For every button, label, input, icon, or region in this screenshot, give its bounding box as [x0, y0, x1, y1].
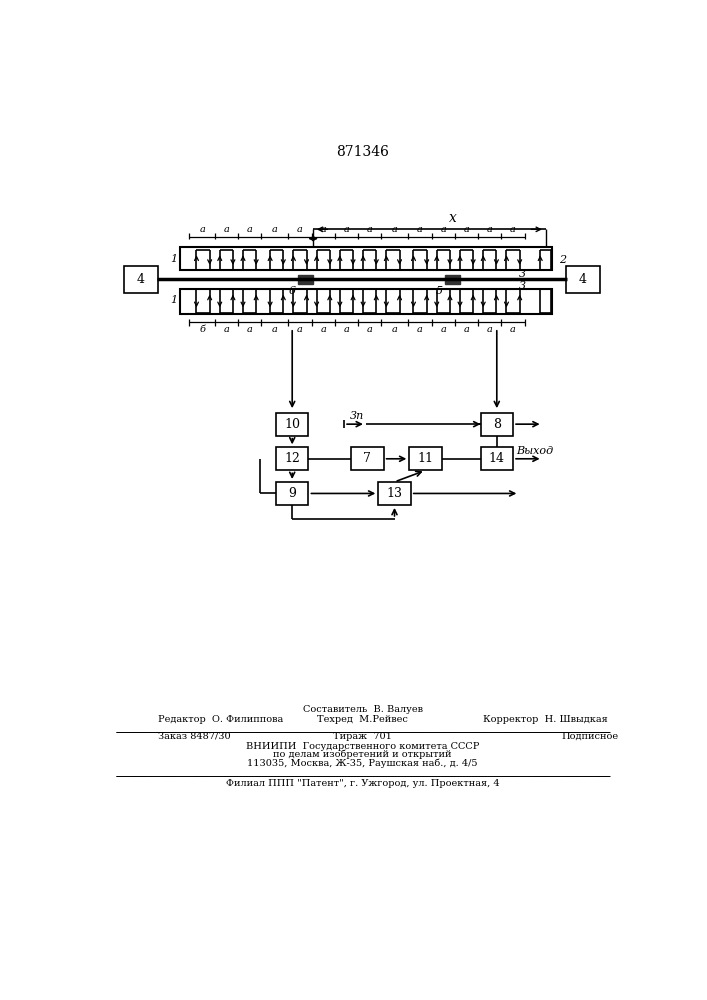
- Text: a: a: [320, 325, 326, 334]
- Text: Подписное: Подписное: [561, 732, 618, 741]
- Text: a: a: [199, 225, 205, 234]
- Text: 6: 6: [289, 286, 296, 296]
- Text: 871346: 871346: [337, 145, 389, 159]
- FancyBboxPatch shape: [180, 247, 552, 270]
- Text: a: a: [320, 225, 326, 234]
- FancyBboxPatch shape: [180, 289, 552, 314]
- Text: a: a: [417, 225, 423, 234]
- FancyBboxPatch shape: [409, 447, 442, 470]
- Text: 3: 3: [519, 269, 527, 279]
- Text: 1: 1: [170, 295, 177, 305]
- Text: 5: 5: [436, 286, 443, 296]
- Text: a: a: [247, 325, 252, 334]
- Text: a: a: [223, 325, 229, 334]
- Text: a: a: [487, 225, 493, 234]
- Text: 12: 12: [284, 452, 300, 465]
- Text: Составитель  В. Валуев: Составитель В. Валуев: [303, 705, 423, 714]
- Text: a: a: [464, 325, 469, 334]
- Text: 14: 14: [489, 452, 505, 465]
- Text: Выход: Выход: [516, 446, 554, 456]
- Text: ВНИИПИ  Государственного комитета СССР: ВНИИПИ Государственного комитета СССР: [246, 742, 479, 751]
- Text: Техред  М.Рейвес: Техред М.Рейвес: [317, 715, 408, 724]
- FancyBboxPatch shape: [481, 447, 513, 470]
- Text: Заказ 8487/30: Заказ 8487/30: [158, 732, 230, 741]
- Text: Корректор  Н. Швыдкая: Корректор Н. Швыдкая: [484, 715, 608, 724]
- Text: a: a: [271, 325, 277, 334]
- FancyBboxPatch shape: [298, 275, 313, 284]
- Text: a: a: [367, 225, 373, 234]
- Text: 1: 1: [170, 254, 177, 264]
- Text: a: a: [392, 325, 397, 334]
- Text: Тираж  701: Тираж 701: [333, 732, 392, 741]
- Text: a: a: [440, 225, 446, 234]
- Text: 4: 4: [137, 273, 145, 286]
- Text: a: a: [223, 225, 229, 234]
- FancyBboxPatch shape: [276, 447, 308, 470]
- Text: Редактор  О. Филиппова: Редактор О. Филиппова: [158, 715, 284, 724]
- Text: a: a: [297, 325, 303, 334]
- Text: 113035, Москва, Ж-35, Раушская наб., д. 4/5: 113035, Москва, Ж-35, Раушская наб., д. …: [247, 758, 478, 768]
- FancyBboxPatch shape: [276, 482, 308, 505]
- Text: 2: 2: [559, 255, 566, 265]
- Text: 7: 7: [363, 452, 371, 465]
- Text: a: a: [510, 325, 516, 334]
- FancyBboxPatch shape: [481, 413, 513, 436]
- Text: a: a: [344, 325, 349, 334]
- Text: б: б: [199, 325, 205, 334]
- Text: a: a: [271, 225, 277, 234]
- FancyBboxPatch shape: [351, 447, 384, 470]
- Text: 3: 3: [519, 281, 527, 291]
- Text: 9: 9: [288, 487, 296, 500]
- Text: 10: 10: [284, 418, 300, 431]
- Text: 13: 13: [387, 487, 402, 500]
- Text: a: a: [510, 225, 516, 234]
- Text: 3п: 3п: [351, 411, 365, 421]
- Text: по делам изобретений и открытий: по делам изобретений и открытий: [274, 750, 452, 759]
- Text: 8: 8: [493, 418, 501, 431]
- Text: a: a: [487, 325, 493, 334]
- Text: a: a: [344, 225, 349, 234]
- Text: x: x: [449, 211, 457, 225]
- Text: a: a: [392, 225, 397, 234]
- Text: a: a: [417, 325, 423, 334]
- Text: a: a: [464, 225, 469, 234]
- Text: a: a: [247, 225, 252, 234]
- FancyBboxPatch shape: [378, 482, 411, 505]
- Text: 4: 4: [579, 273, 587, 286]
- FancyBboxPatch shape: [124, 266, 158, 293]
- Text: a: a: [367, 325, 373, 334]
- Text: 11: 11: [418, 452, 433, 465]
- Text: a: a: [297, 225, 303, 234]
- FancyBboxPatch shape: [445, 275, 460, 284]
- FancyBboxPatch shape: [276, 413, 308, 436]
- Text: a: a: [440, 325, 446, 334]
- Text: Филиал ППП "Патент", г. Ужгород, ул. Проектная, 4: Филиал ППП "Патент", г. Ужгород, ул. Про…: [226, 779, 500, 788]
- FancyBboxPatch shape: [566, 266, 600, 293]
